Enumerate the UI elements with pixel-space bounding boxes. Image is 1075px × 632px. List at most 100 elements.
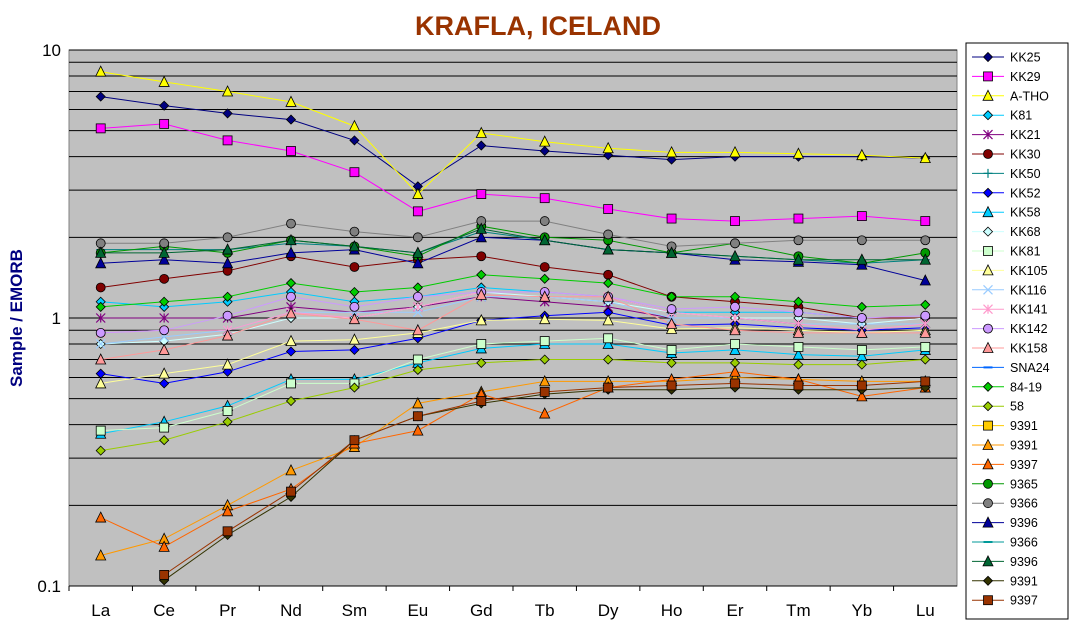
legend-label-28: 9397	[1010, 594, 1038, 608]
legend-marker-3	[982, 110, 994, 121]
point-18-tm	[793, 359, 804, 370]
series-line-3	[100, 286, 926, 319]
point-26-ho	[665, 246, 678, 258]
point-1-ho	[666, 213, 677, 224]
point-28-nd	[286, 486, 296, 497]
legend-label-27: 9391	[1010, 574, 1038, 588]
legend-marker-8	[982, 205, 994, 218]
point-15-er	[729, 323, 741, 336]
x-tick-label-dy: Dy	[598, 601, 619, 620]
point-21-eu	[412, 424, 424, 436]
series-line-7	[100, 311, 926, 384]
point-0-gd	[476, 140, 487, 151]
legend-marker-0	[982, 51, 994, 63]
x-tick-label-er: Er	[727, 601, 744, 620]
legend-label-7: KK52	[1010, 186, 1041, 200]
legend-marker-10	[983, 246, 993, 256]
legend-label-6: KK50	[1010, 167, 1041, 181]
series-line-23	[100, 220, 926, 247]
legend-label-0: KK25	[1010, 51, 1041, 65]
point-0-ho	[666, 154, 677, 165]
point-14-ce	[159, 325, 170, 336]
point-11-ce	[158, 367, 170, 379]
y-axis: 10 1 0.1	[37, 41, 61, 596]
point-10-eu	[412, 354, 423, 365]
legend-label-2: A-THO	[1010, 89, 1049, 103]
legend-marker-13	[983, 304, 993, 315]
point-18-ho	[666, 357, 677, 368]
point-3-ce	[159, 301, 170, 312]
point-23-yb	[856, 235, 867, 246]
point-15-lu	[919, 326, 931, 338]
legend-marker-6	[983, 168, 993, 178]
point-28-pr	[222, 526, 233, 537]
point-28-ce	[159, 570, 170, 580]
y-axis-label: Sample / EMORB	[7, 249, 26, 387]
point-14-sm	[349, 302, 360, 312]
point-26-la	[95, 246, 107, 258]
point-1-yb	[856, 211, 867, 222]
point-14-tm	[793, 307, 804, 318]
point-13-er	[730, 313, 740, 323]
point-23-er	[730, 238, 740, 249]
legend-label-4: KK21	[1010, 128, 1041, 142]
point-11-dy	[602, 313, 614, 326]
point-17-er	[729, 291, 741, 302]
point-1-tm	[793, 213, 804, 224]
point-5-ce	[159, 273, 170, 284]
point-0-sm	[349, 135, 360, 146]
point-26-dy	[602, 243, 614, 255]
legend-label-26: 9396	[1010, 555, 1038, 569]
point-1-pr	[222, 135, 233, 146]
legend-marker-26	[982, 555, 994, 567]
point-20-eu	[412, 397, 424, 409]
series-line-22	[100, 225, 926, 264]
point-28-lu	[920, 376, 931, 387]
point-17-ce	[159, 296, 170, 307]
point-10-dy	[603, 333, 614, 344]
x-tick-label-gd: Gd	[470, 601, 493, 620]
point-5-la	[95, 282, 106, 293]
legend-label-14: KK142	[1010, 322, 1048, 336]
point-2-gd	[475, 126, 487, 138]
legend-label-5: KK30	[1010, 148, 1041, 162]
point-26-tm	[792, 253, 805, 265]
point-11-la	[95, 377, 107, 389]
point-5-sm	[349, 262, 360, 272]
point-17-eu	[412, 282, 423, 293]
point-20-nd	[285, 464, 297, 476]
legend-label-25: 9366	[1010, 536, 1038, 550]
point-14-pr	[222, 310, 233, 321]
point-10-ho	[666, 345, 677, 355]
point-20-la	[95, 549, 107, 561]
point-23-ce	[159, 238, 170, 249]
legend-marker-23	[983, 498, 993, 509]
point-15-ce	[158, 343, 170, 355]
legend-marker-27	[982, 575, 994, 586]
series-line-21	[100, 371, 926, 548]
point-0-tb	[539, 145, 550, 157]
point-17-yb	[856, 301, 867, 312]
series-line-26	[100, 228, 926, 261]
x-tick-label-nd: Nd	[280, 601, 302, 620]
point-21-pr	[221, 504, 234, 517]
point-23-tm	[793, 235, 804, 246]
legend-label-19: 9391	[1010, 419, 1038, 433]
legend-marker-5	[983, 149, 993, 159]
series-line-11	[100, 318, 926, 384]
point-24-ce	[158, 253, 170, 265]
point-18-la	[95, 445, 106, 456]
point-2-dy	[602, 141, 614, 154]
point-1-la	[95, 123, 106, 134]
point-18-eu	[412, 364, 423, 376]
legend-label-16: SNA24	[1010, 361, 1050, 375]
point-14-lu	[920, 310, 931, 321]
point-2-pr	[221, 85, 234, 97]
point-7-sm	[349, 344, 360, 356]
legend-marker-1	[983, 71, 993, 82]
point-10-lu	[920, 342, 931, 352]
point-23-la	[95, 238, 106, 249]
point-18-tb	[539, 354, 550, 365]
point-8-dy	[602, 337, 614, 349]
legend-label-13: KK141	[1010, 303, 1048, 317]
